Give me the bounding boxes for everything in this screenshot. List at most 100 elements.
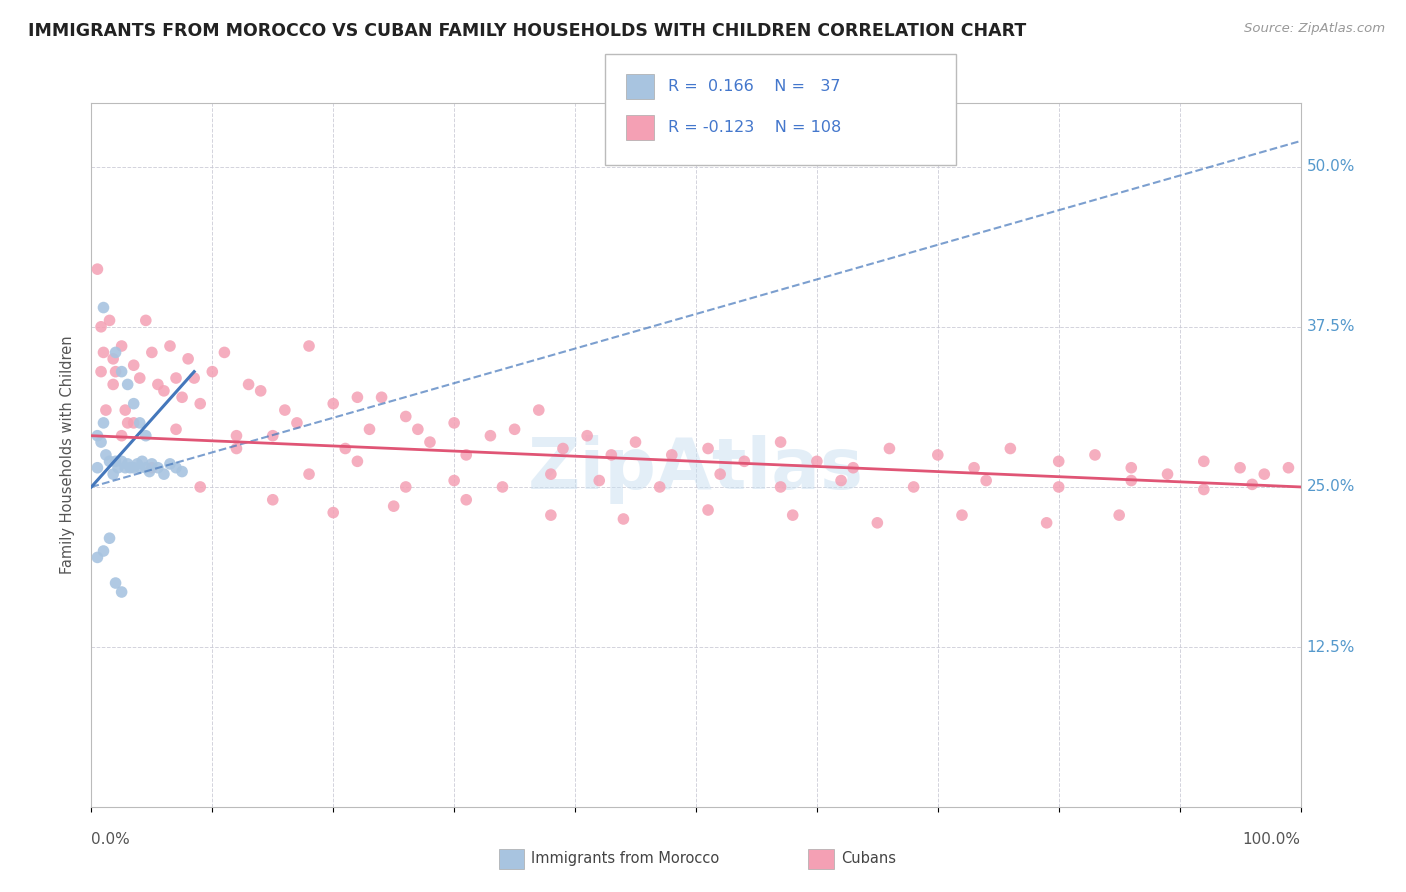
Point [90, 435, 112, 450]
Point [94, 448, 117, 462]
Point [111, 365, 132, 379]
Point [141, 460, 163, 475]
Point [122, 460, 145, 475]
Point [90, 365, 112, 379]
Point [122, 397, 145, 411]
Point [86, 428, 108, 442]
Text: Cubans: Cubans [841, 851, 896, 865]
Point [131, 454, 153, 468]
Point [1047, 480, 1070, 494]
Point [262, 428, 284, 442]
Point [697, 442, 720, 456]
Point [172, 390, 194, 404]
Point [128, 416, 150, 430]
Point [104, 454, 127, 468]
Point [120, 460, 142, 475]
Point [1047, 454, 1070, 468]
Point [141, 457, 163, 471]
Point [879, 442, 901, 456]
Point [101, 377, 124, 392]
Point [214, 345, 236, 359]
Point [419, 435, 441, 450]
Point [135, 460, 157, 475]
Point [830, 474, 852, 488]
Point [709, 467, 731, 482]
Point [159, 457, 181, 471]
Point [600, 448, 623, 462]
Point [183, 371, 205, 385]
Point [697, 503, 720, 517]
Point [769, 435, 792, 450]
Text: R = -0.123    N = 108: R = -0.123 N = 108 [668, 120, 841, 135]
Point [1229, 460, 1251, 475]
Point [146, 460, 169, 475]
Point [1241, 477, 1264, 491]
Point [322, 397, 344, 411]
Point [117, 457, 139, 471]
Point [188, 397, 211, 411]
Point [842, 460, 865, 475]
Point [165, 422, 187, 436]
Point [86, 460, 108, 475]
Point [138, 465, 160, 479]
Point [114, 403, 136, 417]
Point [86, 550, 108, 565]
Point [135, 428, 157, 442]
Point [93, 416, 115, 430]
Point [249, 384, 271, 398]
Point [146, 377, 169, 392]
Point [503, 422, 526, 436]
Point [98, 313, 121, 327]
Point [540, 508, 562, 523]
Point [93, 301, 115, 315]
Point [128, 371, 150, 385]
Point [127, 457, 149, 471]
Point [188, 480, 211, 494]
Point [491, 480, 513, 494]
Point [443, 416, 465, 430]
Point [107, 460, 129, 475]
Point [370, 390, 392, 404]
Point [322, 506, 344, 520]
Point [165, 460, 187, 475]
Point [94, 403, 117, 417]
Point [122, 416, 145, 430]
Point [359, 422, 381, 436]
Point [382, 499, 405, 513]
Point [456, 492, 478, 507]
Point [1035, 516, 1057, 530]
Point [1192, 483, 1215, 497]
Point [661, 448, 683, 462]
Text: 100.0%: 100.0% [1243, 832, 1301, 847]
Text: 0.0%: 0.0% [91, 832, 131, 847]
Text: Source: ZipAtlas.com: Source: ZipAtlas.com [1244, 22, 1385, 36]
Point [274, 403, 297, 417]
Text: Immigrants from Morocco: Immigrants from Morocco [531, 851, 720, 865]
Point [588, 474, 610, 488]
Point [1000, 442, 1022, 456]
Point [963, 460, 986, 475]
Point [122, 358, 145, 372]
Point [298, 467, 321, 482]
Point [335, 442, 357, 456]
Point [1253, 467, 1275, 482]
Point [86, 262, 108, 277]
Point [950, 508, 973, 523]
Point [93, 345, 115, 359]
Point [540, 467, 562, 482]
Point [238, 377, 260, 392]
Point [866, 516, 889, 530]
Point [806, 454, 828, 468]
Point [141, 345, 163, 359]
Point [974, 474, 997, 488]
Point [201, 365, 224, 379]
Point [624, 435, 647, 450]
Point [93, 544, 115, 558]
Point [1084, 448, 1107, 462]
Point [479, 428, 502, 442]
Point [527, 403, 550, 417]
Point [117, 377, 139, 392]
Point [153, 384, 176, 398]
Point [782, 508, 804, 523]
Point [443, 474, 465, 488]
